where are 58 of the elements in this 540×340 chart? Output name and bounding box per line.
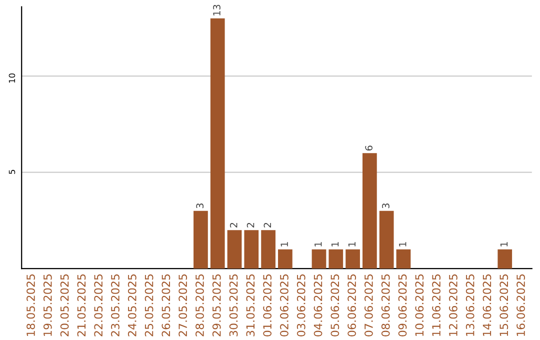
x-tick-label: 08.06.2025 — [381, 274, 390, 336]
x-tick-label: 23.05.2025 — [111, 274, 120, 336]
data-label: 1 — [314, 242, 322, 246]
x-tick-label: 25.05.2025 — [144, 274, 154, 336]
x-tick-label: 30.05.2025 — [229, 274, 238, 336]
bar — [396, 249, 411, 269]
x-tick-label: 13.06.2025 — [466, 274, 474, 336]
data-label: 1 — [500, 242, 508, 246]
x-tick-label: 15.06.2025 — [500, 274, 508, 336]
bar — [312, 249, 326, 269]
data-label: 3 — [382, 204, 390, 208]
x-tick-label: 01.06.2025 — [263, 274, 272, 336]
bar — [261, 230, 276, 269]
y-tick-label: 10 — [8, 73, 16, 83]
x-tick-label: 20.05.2025 — [60, 274, 69, 336]
x-tick-label: 28.05.2025 — [196, 274, 204, 336]
x-tick-label: 09.06.2025 — [398, 274, 407, 336]
x-tick-label: 27.05.2025 — [178, 274, 188, 336]
bar — [244, 230, 259, 269]
data-label: 1 — [331, 242, 339, 246]
data-label: 6 — [365, 146, 373, 150]
x-tick-label: 26.05.2025 — [162, 274, 170, 336]
data-label: 2 — [264, 222, 271, 228]
data-label: 2 — [246, 222, 254, 228]
data-label: 2 — [230, 222, 238, 228]
x-tick-label: 11.06.2025 — [432, 274, 440, 336]
bar — [278, 249, 292, 269]
x-tick-label: 18.05.2025 — [26, 274, 35, 336]
x-tick-label: 10.06.2025 — [415, 274, 424, 336]
x-tick-label: 06.06.2025 — [348, 274, 356, 336]
data-label: 1 — [399, 242, 406, 246]
bar — [194, 210, 208, 269]
bar — [328, 249, 344, 269]
x-tick-label: 16.06.2025 — [516, 274, 525, 336]
y-tick-label: 5 — [8, 170, 16, 174]
x-tick-label: 12.06.2025 — [448, 274, 458, 336]
bar — [498, 249, 512, 269]
data-label: 1 — [348, 242, 356, 246]
x-tick-label: 22.05.2025 — [94, 274, 103, 336]
x-tick-label: 21.05.2025 — [77, 274, 86, 336]
x-tick-label: 02.06.2025 — [280, 274, 288, 336]
bar — [210, 18, 225, 269]
bar — [227, 230, 242, 269]
data-label: 13 — [213, 4, 220, 16]
x-tick-label: 24.05.2025 — [128, 274, 136, 336]
x-tick-label: 03.06.2025 — [296, 274, 306, 336]
x-tick-label: 14.06.2025 — [482, 274, 492, 336]
x-tick-label: 07.06.2025 — [364, 274, 373, 336]
bar — [362, 153, 377, 269]
data-label: 3 — [196, 204, 204, 208]
x-tick-label: 05.06.2025 — [330, 274, 340, 336]
bar — [379, 210, 394, 269]
bar — [346, 249, 360, 269]
data-label: 1 — [280, 242, 288, 246]
x-tick-label: 04.06.2025 — [314, 274, 322, 336]
x-tick-label: 31.05.2025 — [246, 274, 255, 336]
x-tick-label: 29.05.2025 — [212, 274, 221, 336]
x-tick-label: 19.05.2025 — [43, 274, 52, 336]
